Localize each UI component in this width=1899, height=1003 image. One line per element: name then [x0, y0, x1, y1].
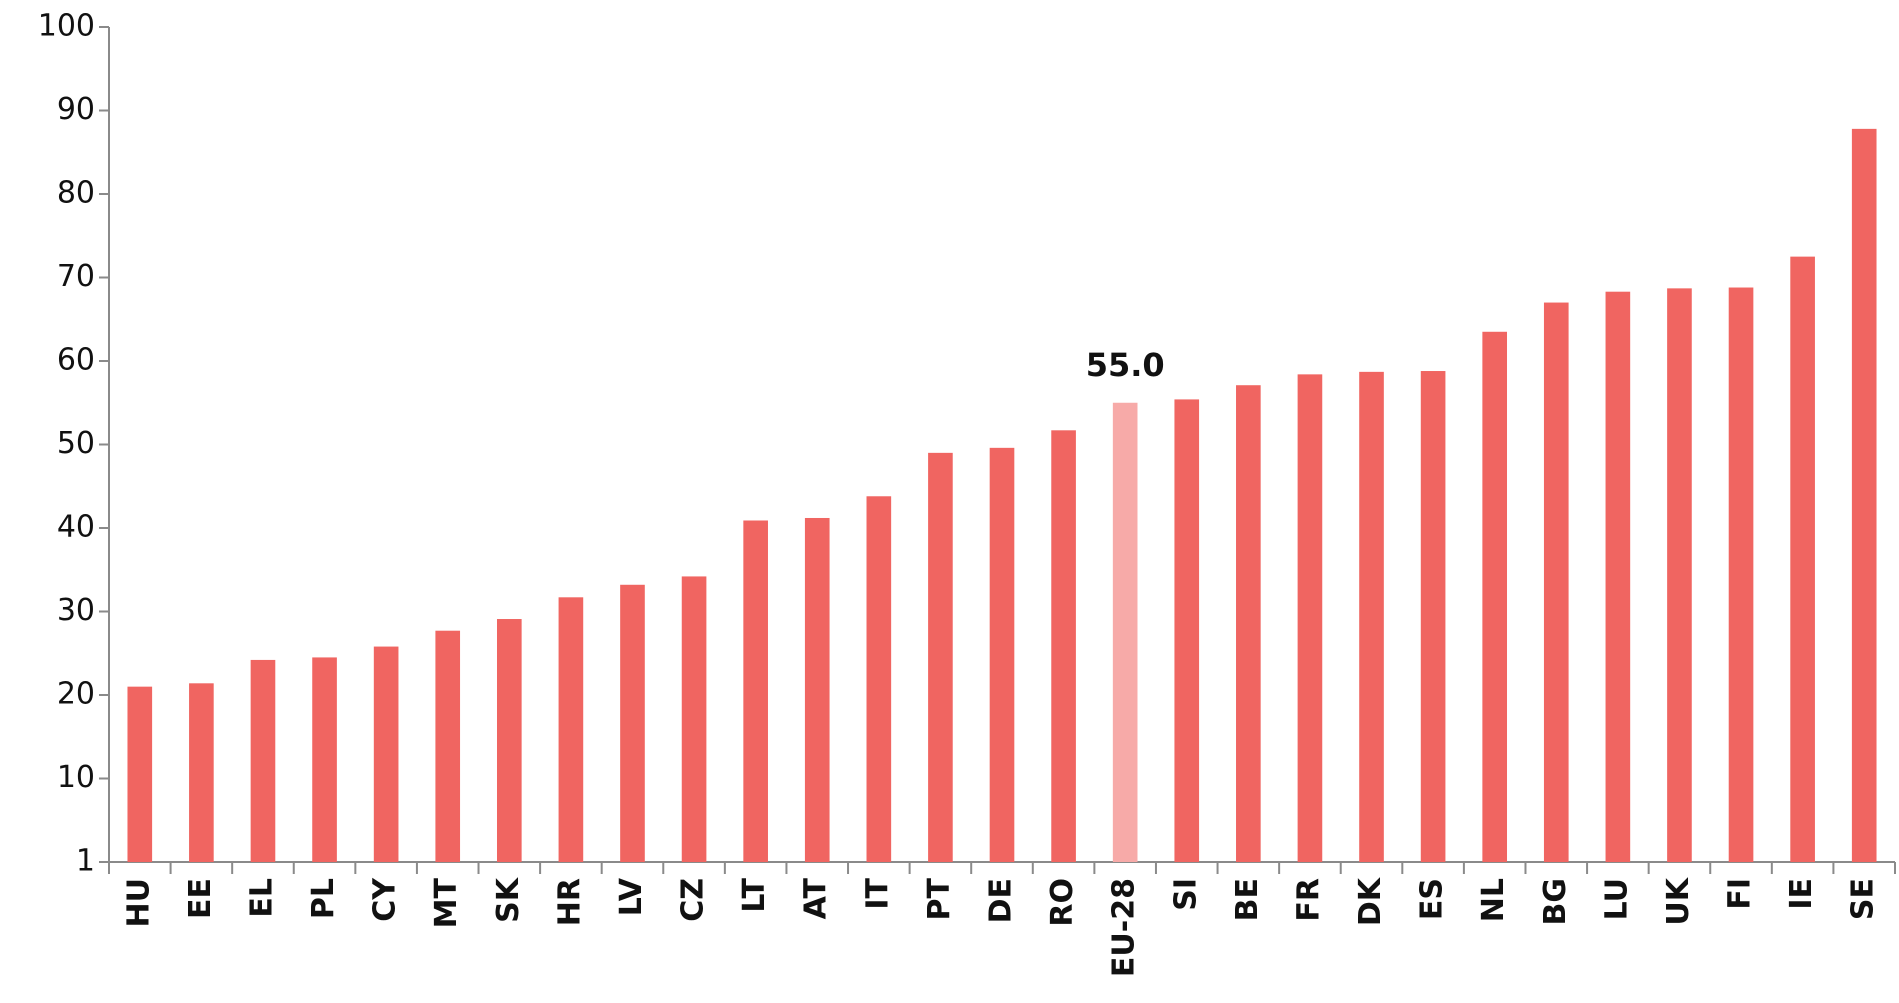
bar [1605, 291, 1631, 862]
bar [250, 659, 276, 862]
y-tick-label: 80 [57, 176, 95, 211]
y-tick-label: 40 [57, 510, 95, 545]
y-tick-label: 50 [57, 426, 95, 461]
x-tick-label: EL [244, 878, 279, 918]
bar [1297, 374, 1323, 862]
x-tick-label: AT [799, 877, 834, 919]
bar [373, 646, 399, 862]
x-tick-label: SE [1846, 878, 1881, 920]
bar [1728, 287, 1754, 862]
bar [743, 520, 768, 862]
x-tick-label: LT [737, 877, 772, 912]
x-tick-label: PT [922, 877, 957, 920]
bar [189, 683, 214, 862]
x-tick-label: RO [1045, 878, 1080, 927]
bar [1543, 302, 1569, 862]
x-tick-label: UK [1661, 876, 1696, 925]
x-tick-label: CY [368, 877, 403, 922]
bar [312, 657, 337, 862]
y-tick-label: 1 [76, 844, 95, 879]
bar [1236, 385, 1261, 862]
y-tick-label: 20 [57, 677, 95, 712]
y-tick-label: 30 [57, 593, 95, 628]
bar [681, 576, 707, 862]
value-label: 55.0 [1086, 346, 1165, 384]
x-tick-label: HU [121, 878, 156, 927]
bar [1359, 371, 1384, 862]
x-tick-label: CZ [676, 878, 711, 922]
bar [866, 496, 892, 862]
bar [1667, 288, 1692, 863]
x-tick-label: NL [1476, 878, 1511, 922]
bar [620, 584, 645, 862]
x-tick-label: LV [614, 877, 649, 916]
x-tick-label: DE [984, 878, 1019, 923]
bar [1851, 128, 1877, 862]
y-tick-label: 10 [57, 760, 95, 795]
bar [1790, 256, 1815, 862]
x-tick-label: BE [1230, 878, 1265, 921]
x-tick-label: SI [1168, 878, 1203, 911]
x-tick-label: ES [1415, 878, 1450, 920]
bar [127, 686, 153, 862]
x-tick-label: EE [183, 878, 218, 919]
x-tick-label: HR [552, 878, 587, 926]
y-tick-label: 100 [38, 9, 95, 44]
bar [558, 597, 584, 862]
bar [1112, 402, 1138, 862]
x-tick-label: FI [1723, 878, 1758, 910]
y-tick-label: 60 [57, 343, 95, 378]
bar [1174, 399, 1200, 862]
x-tick-label: MT [429, 877, 464, 928]
bar [989, 447, 1015, 862]
bar [1420, 371, 1446, 862]
x-tick-label: SK [491, 876, 526, 923]
y-tick-label: 70 [57, 259, 95, 294]
x-tick-label: PL [306, 878, 341, 919]
x-tick-label: DK [1353, 876, 1388, 926]
x-tick-label: LU [1599, 878, 1634, 920]
bar [1482, 331, 1508, 862]
x-tick-label: EU-28 [1107, 878, 1142, 977]
x-tick-label: IT [860, 877, 895, 909]
x-tick-label: IE [1784, 878, 1819, 910]
bar [435, 630, 461, 862]
bar [804, 517, 830, 862]
x-tick-label: FR [1291, 878, 1326, 922]
bar [496, 619, 522, 862]
x-tick-label: BG [1538, 878, 1573, 926]
bar [1051, 430, 1076, 862]
bar [928, 452, 953, 862]
y-tick-label: 90 [57, 92, 95, 127]
